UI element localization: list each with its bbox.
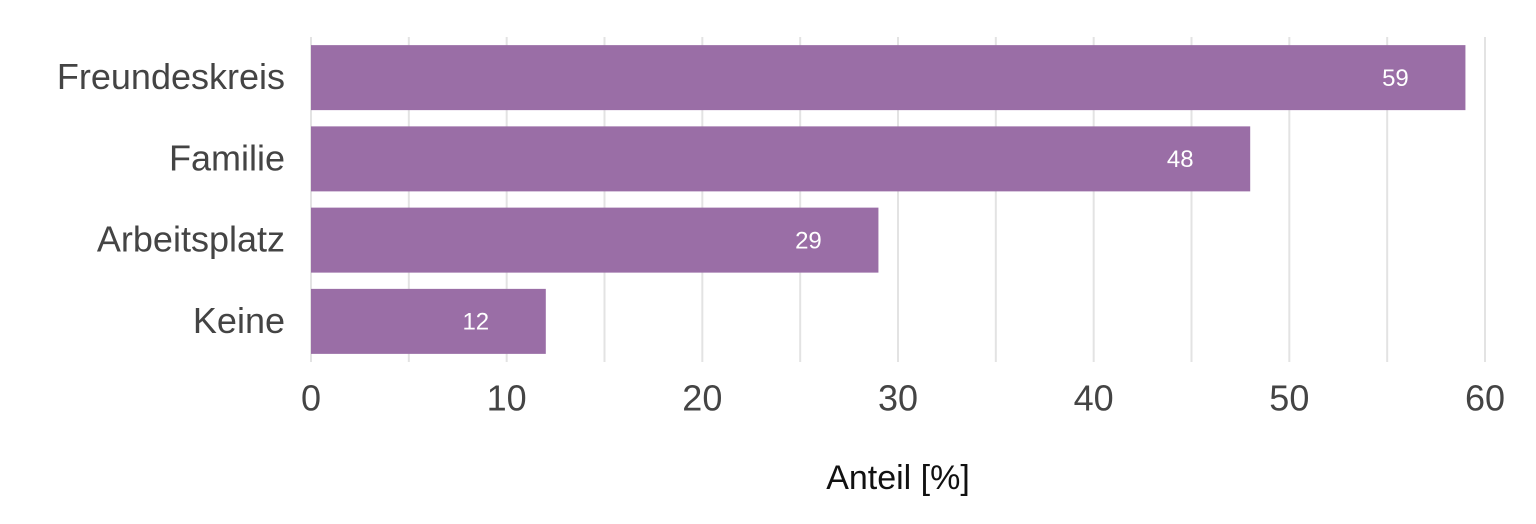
- x-tick-label: 40: [1074, 378, 1114, 419]
- x-tick-label: 60: [1465, 378, 1505, 419]
- x-axis-title: Anteil [%]: [826, 459, 970, 497]
- x-tick-label: 10: [487, 378, 527, 419]
- x-tick-label: 20: [682, 378, 722, 419]
- y-tick-label: Keine: [193, 300, 285, 341]
- bar: [311, 45, 1466, 111]
- value-label: 29: [795, 227, 822, 254]
- bar: [311, 288, 546, 354]
- x-tick-label: 30: [878, 378, 918, 419]
- value-label: 59: [1382, 65, 1409, 92]
- x-tick-label: 0: [301, 378, 321, 419]
- x-tick-label: 50: [1269, 378, 1309, 419]
- y-tick-label: Arbeitsplatz: [97, 219, 285, 260]
- value-label: 48: [1167, 146, 1194, 173]
- y-tick-label: Freundeskreis: [57, 56, 285, 97]
- y-tick-label: Familie: [169, 137, 285, 178]
- value-label: 12: [462, 309, 489, 336]
- bar: [311, 207, 879, 273]
- bar: [311, 126, 1251, 192]
